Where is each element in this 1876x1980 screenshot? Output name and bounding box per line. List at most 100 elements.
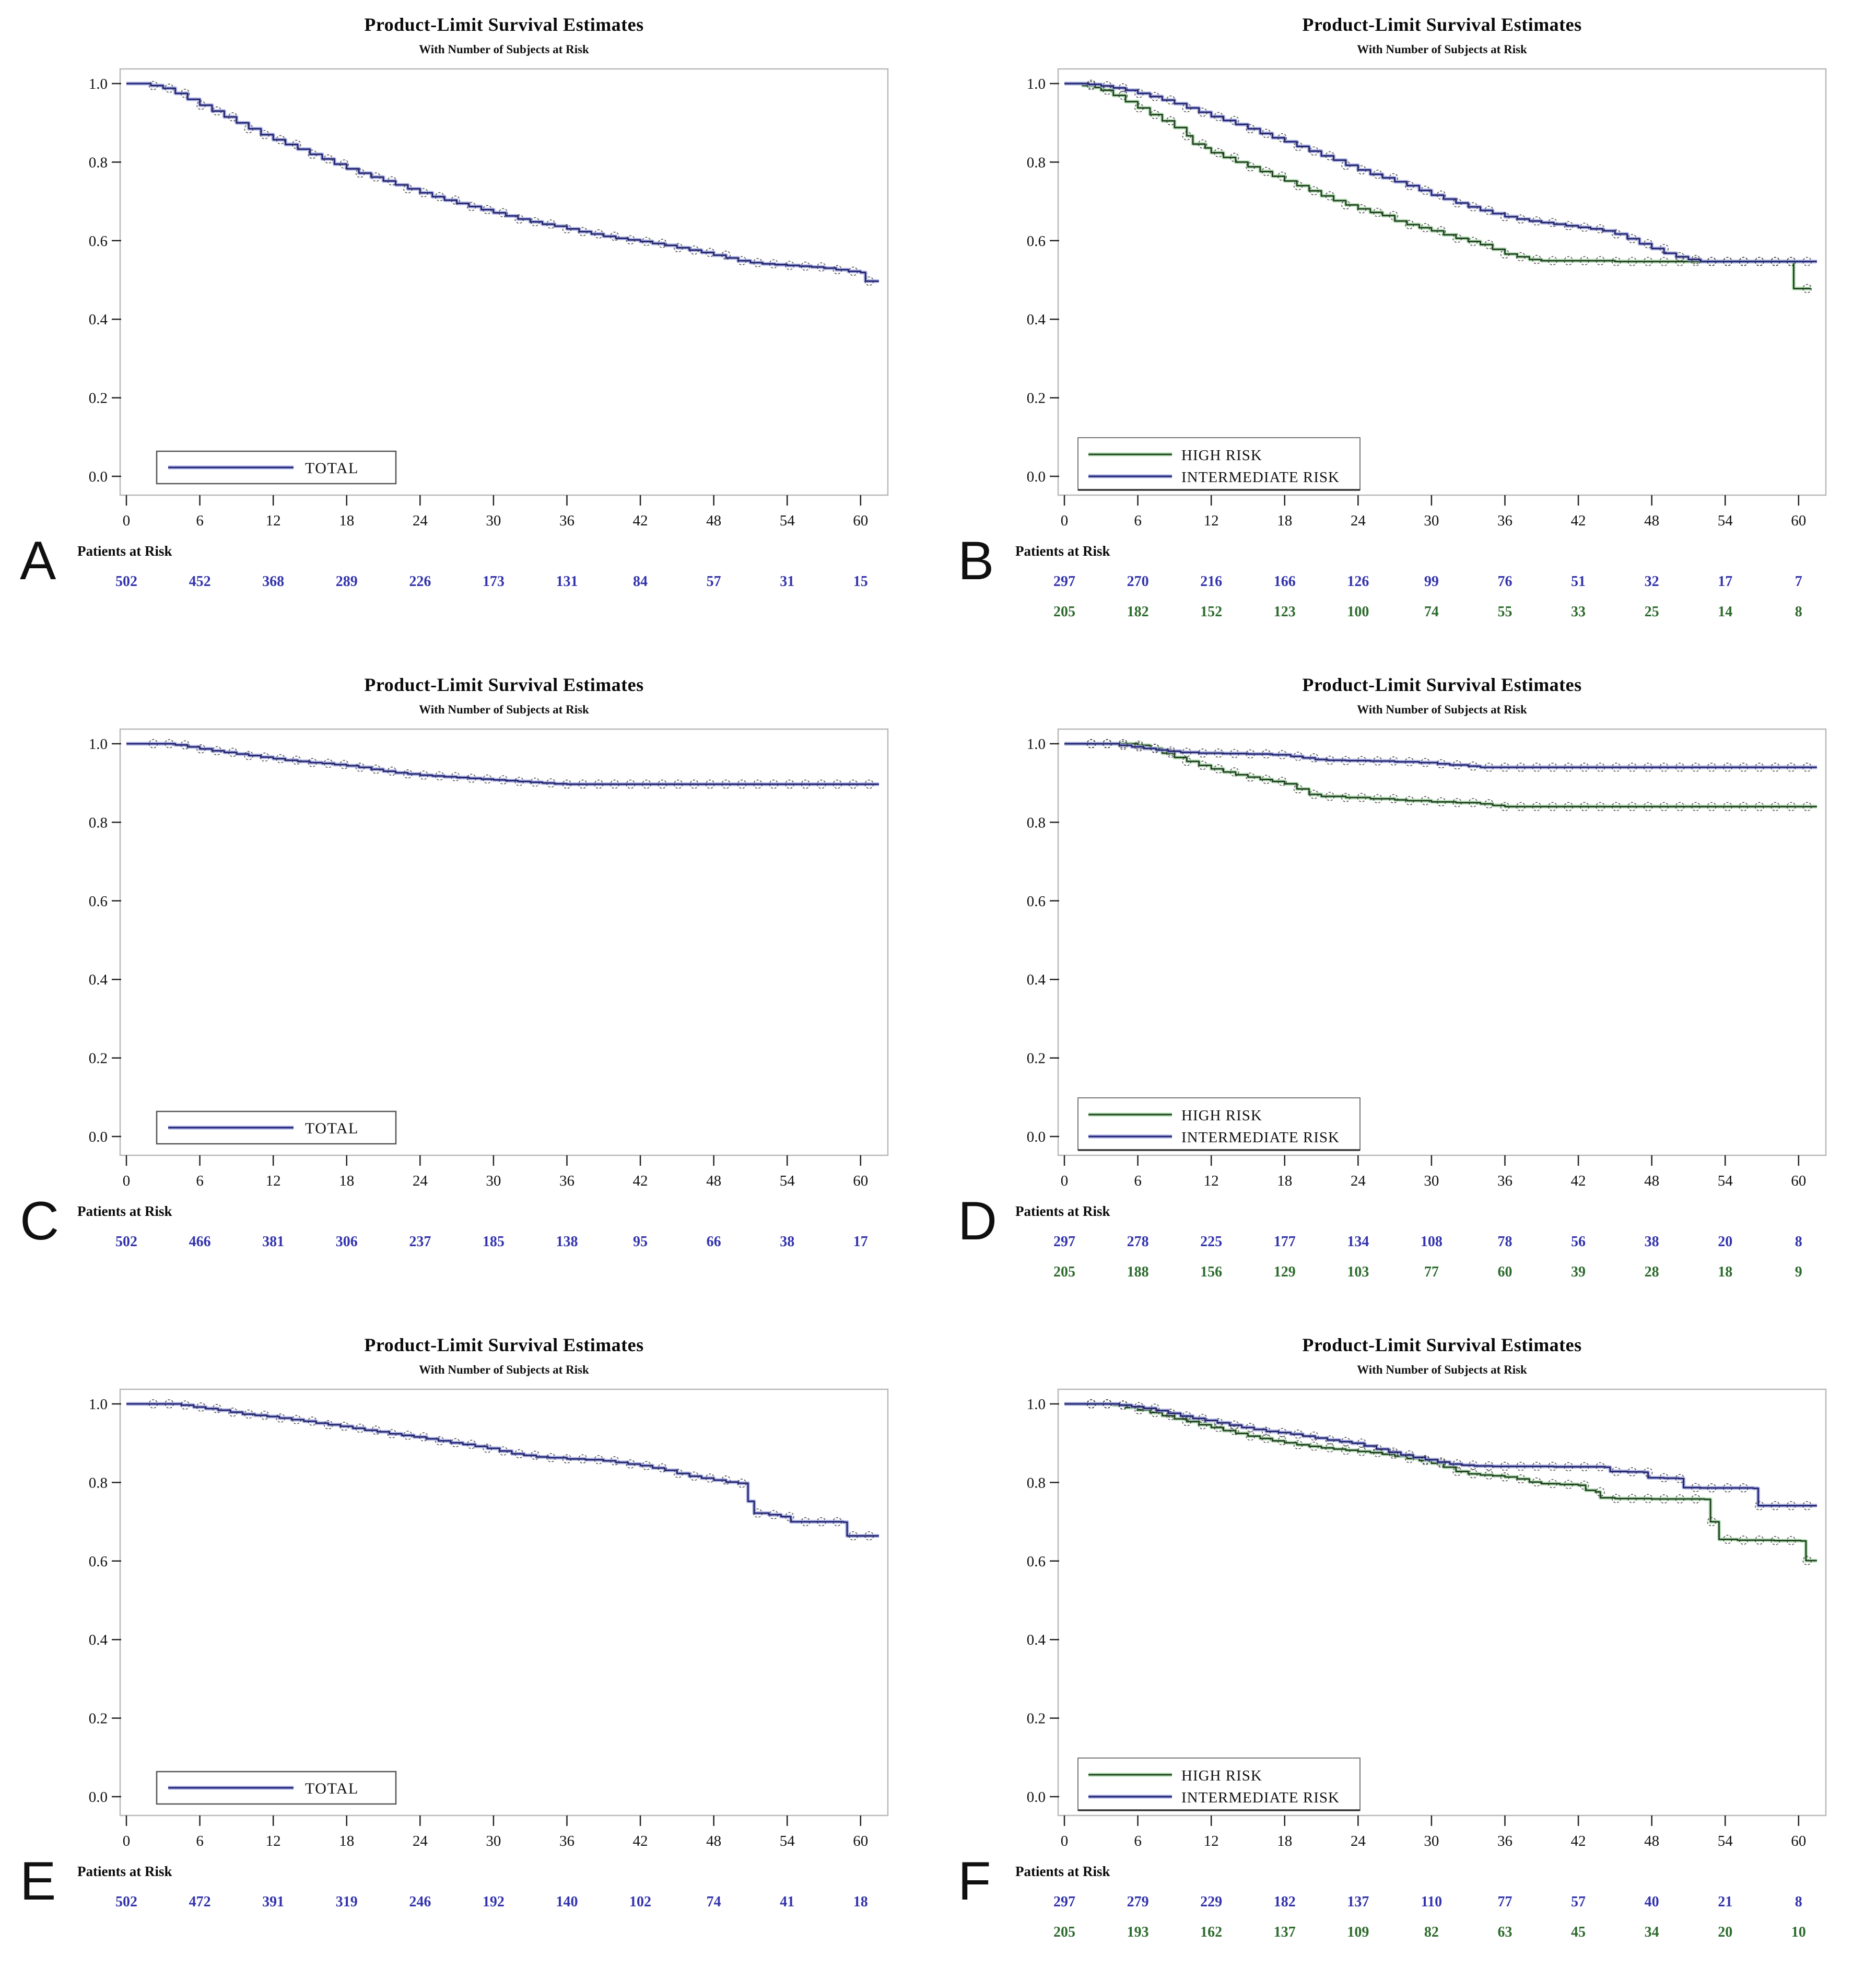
x-axis: 0 6 12 18 24 30 36 42 48 54 60 <box>1061 495 1806 529</box>
at-risk-value: 229 <box>1200 1894 1222 1910</box>
censor-mark <box>1707 802 1717 812</box>
censor-mark <box>466 202 476 212</box>
censor-mark <box>1389 1449 1399 1459</box>
censor-mark <box>530 777 540 787</box>
censor-mark <box>371 765 381 774</box>
censor-mark <box>1802 763 1812 772</box>
censor-mark <box>721 1475 731 1485</box>
x-tick-label: 18 <box>339 512 354 529</box>
censor-mark <box>1086 79 1096 89</box>
censor-mark <box>483 205 493 215</box>
censor-mark <box>165 739 174 748</box>
at-risk-value: 319 <box>336 1894 358 1910</box>
censor-mark <box>1246 162 1255 172</box>
censor-mark <box>1214 764 1224 774</box>
censor-mark <box>1739 763 1749 772</box>
x-tick-label: 18 <box>339 1833 354 1849</box>
censor-mark <box>1198 760 1207 770</box>
y-tick-label: 0.2 <box>89 390 108 407</box>
x-tick-label: 12 <box>1204 512 1219 529</box>
censor-mark <box>546 219 556 229</box>
at-risk-value: 182 <box>1127 604 1149 620</box>
x-tick-label: 18 <box>1277 512 1292 529</box>
censor-mark <box>355 1423 365 1433</box>
censor-mark <box>403 769 413 779</box>
censor-mark <box>1357 1447 1367 1456</box>
x-tick-label: 0 <box>123 1833 131 1849</box>
x-tick-label: 6 <box>196 1833 204 1849</box>
censor-mark <box>1309 790 1319 799</box>
at-risk-row: 297 279 229 182 137 110 77 57 40 21 8 <box>1053 1894 1802 1910</box>
censor-mark <box>148 1399 158 1409</box>
censor-mark <box>1627 1494 1637 1504</box>
censor-mark <box>1277 171 1287 181</box>
y-axis: 0.0 0.2 0.4 0.6 0.8 1.0 <box>89 736 121 1145</box>
censor-mark <box>562 779 572 789</box>
censor-mark <box>1103 739 1112 748</box>
censor-mark <box>1373 756 1382 766</box>
censor-mark <box>1484 240 1494 250</box>
censor-marks <box>148 1399 874 1541</box>
censor-mark <box>737 1479 747 1488</box>
censor-mark <box>1261 1426 1271 1436</box>
panel-F-chart: 0 6 12 18 24 30 36 42 48 54 60 0.0 0.2 0.4 0.6 0.8 1.0 HI… <box>1015 1388 1827 1940</box>
panel-B-chart: 0 6 12 18 24 30 36 42 48 54 60 0.0 0.2 0.4 0.6 0.8 1.0 HI… <box>1015 68 1827 620</box>
censor-mark <box>212 1404 222 1413</box>
censor-mark <box>1436 797 1446 807</box>
survival-curve-high-risk <box>1064 742 1817 809</box>
censor-mark <box>514 1449 524 1459</box>
at-risk-value: 306 <box>336 1234 358 1250</box>
at-risk-value: 15 <box>853 573 868 590</box>
censor-mark <box>483 774 493 784</box>
at-risk-value: 95 <box>633 1234 648 1250</box>
censor-mark <box>1103 1399 1112 1409</box>
censor-mark <box>1436 226 1446 236</box>
censor-mark <box>737 779 747 789</box>
at-risk-value: 126 <box>1347 573 1369 590</box>
censor-mark <box>1532 763 1542 772</box>
y-tick-label: 0.4 <box>1027 971 1046 988</box>
censor-mark <box>1404 757 1414 767</box>
censor-mark <box>689 245 699 255</box>
at-risk-value: 38 <box>1645 1234 1659 1250</box>
censor-mark <box>1150 110 1160 120</box>
legend: TOTAL <box>156 1110 397 1145</box>
censor-mark <box>1548 1479 1557 1489</box>
censor-mark <box>244 1409 254 1419</box>
censor-mark <box>1643 802 1653 812</box>
censor-mark <box>1325 151 1335 161</box>
censor-mark <box>451 1438 461 1448</box>
censor-mark <box>1452 760 1462 770</box>
at-risk-value: 60 <box>1497 1264 1512 1280</box>
x-tick-label: 0 <box>1061 1833 1069 1849</box>
censor-mark <box>1421 185 1431 195</box>
censor-mark <box>1754 1501 1764 1510</box>
censor-mark <box>1786 1536 1796 1545</box>
at-risk-value: 39 <box>1571 1264 1586 1280</box>
censor-mark <box>1309 1431 1319 1441</box>
at-risk-value: 103 <box>1347 1264 1369 1280</box>
curve-core <box>1064 83 1817 263</box>
page-title: Product-Limit Survival Estimates <box>1302 1334 1582 1355</box>
censor-mark <box>1691 802 1701 812</box>
censor-mark <box>1691 256 1701 266</box>
censor-mark <box>148 80 158 90</box>
censor-mark <box>594 779 604 789</box>
x-tick-label: 36 <box>559 1833 574 1849</box>
chart-subtitle: With Number of Subjects at Risk <box>419 703 589 716</box>
censor-mark <box>1293 181 1303 191</box>
censor-mark <box>1404 181 1414 191</box>
at-risk-value: 137 <box>1347 1894 1369 1910</box>
censor-mark <box>180 740 190 750</box>
censor-mark <box>1564 802 1574 812</box>
at-risk-value: 9 <box>1795 1264 1802 1280</box>
censor-mark <box>1643 1467 1653 1477</box>
legend-box <box>1077 437 1361 490</box>
censor-mark <box>1198 108 1207 117</box>
censor-mark <box>562 224 572 234</box>
at-risk-value: 17 <box>1718 573 1732 590</box>
censor-mark <box>514 214 524 224</box>
at-risk-value: 185 <box>483 1234 505 1250</box>
censor-mark <box>466 1439 476 1449</box>
x-axis: 0 6 12 18 24 30 36 42 48 54 60 <box>123 495 868 529</box>
